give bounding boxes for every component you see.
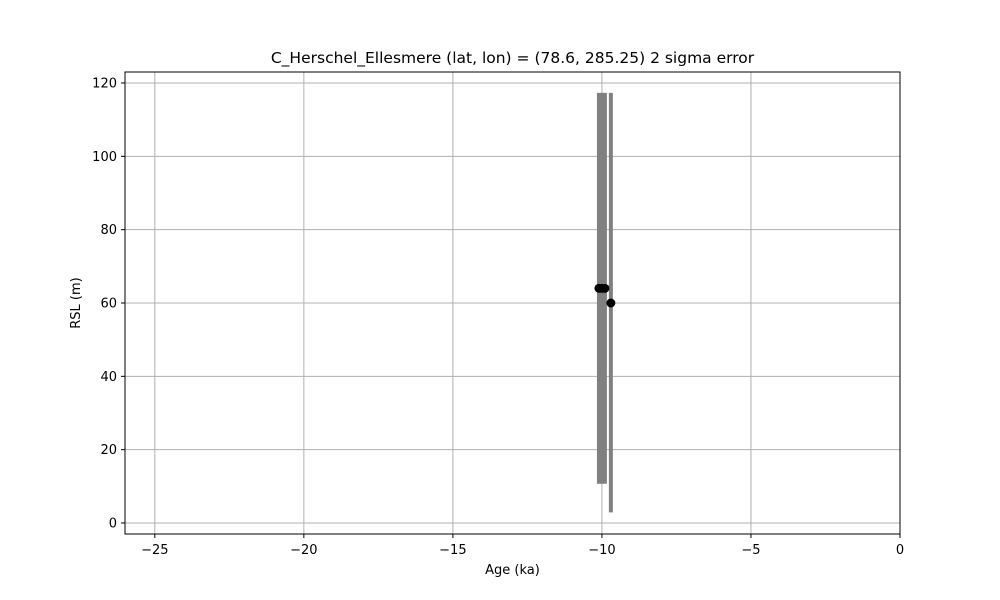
- x-tick-label: −10: [588, 543, 615, 558]
- y-tick-label: 40: [100, 370, 117, 385]
- y-tick-label: 120: [92, 77, 117, 92]
- x-tick-label: −5: [741, 543, 760, 558]
- data-point: [606, 298, 616, 308]
- chart-title: C_Herschel_Ellesmere (lat, lon) = (78.6,…: [271, 49, 755, 68]
- y-tick-label: 0: [109, 517, 117, 532]
- y-axis-label: RSL (m): [69, 277, 84, 328]
- x-tick-label: −25: [141, 543, 168, 558]
- grid: [125, 72, 901, 534]
- data-points: [594, 283, 616, 308]
- x-axis-ticks: −25 −20 −15 −10 −5 0: [141, 534, 904, 558]
- x-axis-label: Age (ka): [485, 563, 540, 578]
- y-tick-label: 60: [100, 297, 117, 312]
- x-tick-label: 0: [896, 543, 904, 558]
- x-tick-label: −20: [290, 543, 317, 558]
- y-axis-ticks: 0 20 40 60 80 100 120: [92, 77, 125, 532]
- x-tick-label: −15: [439, 543, 466, 558]
- data-point: [600, 283, 610, 293]
- y-tick-label: 100: [92, 150, 117, 165]
- y-tick-label: 20: [100, 443, 117, 458]
- y-tick-label: 80: [100, 223, 117, 238]
